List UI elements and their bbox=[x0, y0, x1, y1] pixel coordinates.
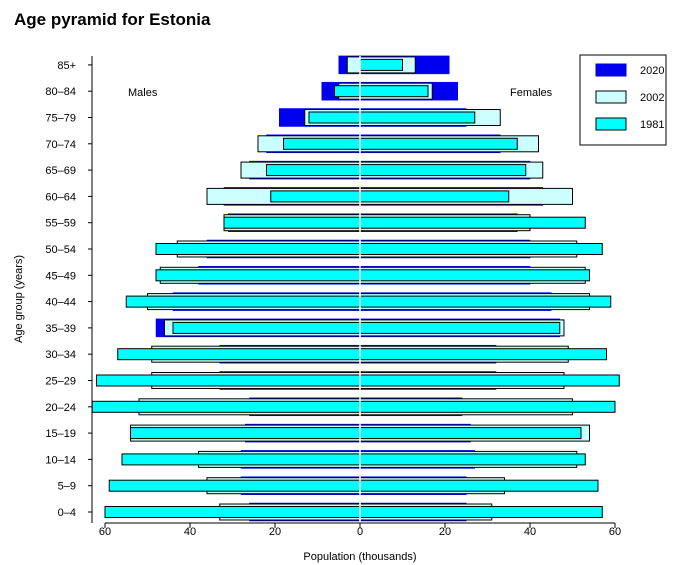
bar-1981-female-25–29 bbox=[359, 374, 620, 387]
legend-swatch-1981 bbox=[595, 117, 627, 131]
y-tick-label-13: 65–69 bbox=[45, 165, 76, 177]
x-tick-label-0: 60 bbox=[99, 526, 111, 538]
y-tick-label-1: 5–9 bbox=[58, 481, 76, 493]
y-tick-label-10: 50–54 bbox=[45, 244, 76, 256]
bar-1981-male-75–79 bbox=[308, 111, 361, 124]
y-tick-label-6: 30–34 bbox=[45, 349, 76, 361]
bar-1981-female-55–59 bbox=[359, 216, 586, 229]
y-tick-label-15: 75–79 bbox=[45, 113, 76, 125]
side-label-females: Females bbox=[510, 87, 553, 99]
bar-1981-female-30–34 bbox=[359, 348, 607, 361]
bar-1981-male-35–39 bbox=[172, 321, 361, 334]
y-tick-label-8: 40–44 bbox=[45, 297, 76, 309]
bar-1981-female-45–49 bbox=[359, 269, 590, 282]
y-tick-label-17: 85+ bbox=[57, 60, 76, 72]
y-tick-label-2: 10–14 bbox=[45, 454, 76, 466]
y-tick-label-7: 35–39 bbox=[45, 323, 76, 335]
bar-1981-male-25–29 bbox=[96, 374, 361, 387]
bar-1981-female-0–4 bbox=[359, 506, 603, 518]
bar-1981-male-50–54 bbox=[155, 243, 361, 255]
x-tick-label-4: 20 bbox=[439, 526, 451, 538]
bar-1981-female-65–69 bbox=[359, 164, 527, 177]
x-tick-label-6: 60 bbox=[609, 526, 621, 538]
bar-1981-male-80–84 bbox=[334, 85, 361, 98]
side-label-males: Males bbox=[128, 87, 158, 99]
bar-1981-male-55–59 bbox=[223, 216, 361, 229]
bar-2002-male-85+ bbox=[346, 56, 361, 74]
x-axis-label: Population (thousands) bbox=[303, 551, 416, 563]
bar-1981-female-10–14 bbox=[359, 453, 586, 466]
legend: 2020 2002 1981 bbox=[579, 54, 667, 146]
y-tick-label-14: 70–74 bbox=[45, 139, 76, 151]
bar-1981-male-20–24 bbox=[91, 400, 361, 413]
bar-1981-male-40–44 bbox=[125, 295, 361, 308]
bar-1981-male-30–34 bbox=[117, 348, 361, 361]
y-tick-label-0: 0–4 bbox=[58, 507, 76, 519]
y-tick-label-3: 15–19 bbox=[45, 428, 76, 440]
bar-1981-male-60–64 bbox=[270, 190, 361, 203]
chart-title: Age pyramid for Estonia bbox=[14, 10, 211, 29]
bar-1981-male-15–19 bbox=[130, 427, 361, 440]
legend-label-1981: 1981 bbox=[640, 119, 664, 131]
x-tick-label-2: 20 bbox=[269, 526, 281, 538]
bar-1981-female-80–84 bbox=[359, 85, 429, 98]
bar-1981-female-20–24 bbox=[359, 400, 616, 413]
y-tick-label-11: 55–59 bbox=[45, 218, 76, 230]
legend-label-2002: 2002 bbox=[640, 92, 664, 104]
x-tick-label-3: 0 bbox=[357, 526, 363, 538]
bar-1981-female-70–74 bbox=[359, 137, 518, 150]
y-tick-label-9: 45–49 bbox=[45, 270, 76, 282]
axes-group: 60 40 20 0 20 40 60 0–4 5–9 10–14 15–19 20–24 25–29 3… bbox=[45, 56, 621, 538]
bar-1981-male-0–4 bbox=[104, 506, 361, 518]
y-tick-label-16: 80–84 bbox=[45, 86, 76, 98]
bar-1981-female-40–44 bbox=[359, 295, 612, 308]
bar-1981-female-35–39 bbox=[359, 321, 561, 334]
bar-1981-female-50–54 bbox=[359, 243, 603, 255]
bars-group bbox=[91, 55, 620, 522]
y-tick-label-12: 60–64 bbox=[45, 191, 76, 203]
bar-1981-female-60–64 bbox=[359, 190, 510, 203]
bar-1981-male-10–14 bbox=[121, 453, 361, 466]
y-axis-label: Age group (years) bbox=[13, 255, 25, 343]
x-tick-label-5: 40 bbox=[524, 526, 536, 538]
bar-1981-male-65–69 bbox=[266, 164, 361, 177]
y-tick-label-5: 25–29 bbox=[45, 376, 76, 388]
bar-1981-male-70–74 bbox=[283, 137, 361, 150]
legend-swatch-2002 bbox=[595, 90, 627, 104]
bar-1981-male-5–9 bbox=[108, 479, 361, 492]
bar-1981-female-5–9 bbox=[359, 479, 599, 492]
series-1981 bbox=[91, 58, 620, 518]
bar-1981-female-85+ bbox=[359, 58, 403, 71]
x-tick-label-1: 40 bbox=[184, 526, 196, 538]
bar-1981-male-45–49 bbox=[155, 269, 361, 282]
bar-1981-female-75–79 bbox=[359, 111, 476, 124]
legend-swatch-2020 bbox=[595, 63, 627, 77]
y-tick-label-4: 20–24 bbox=[45, 402, 76, 414]
bar-1981-female-15–19 bbox=[359, 427, 582, 440]
legend-label-2020: 2020 bbox=[640, 65, 664, 77]
